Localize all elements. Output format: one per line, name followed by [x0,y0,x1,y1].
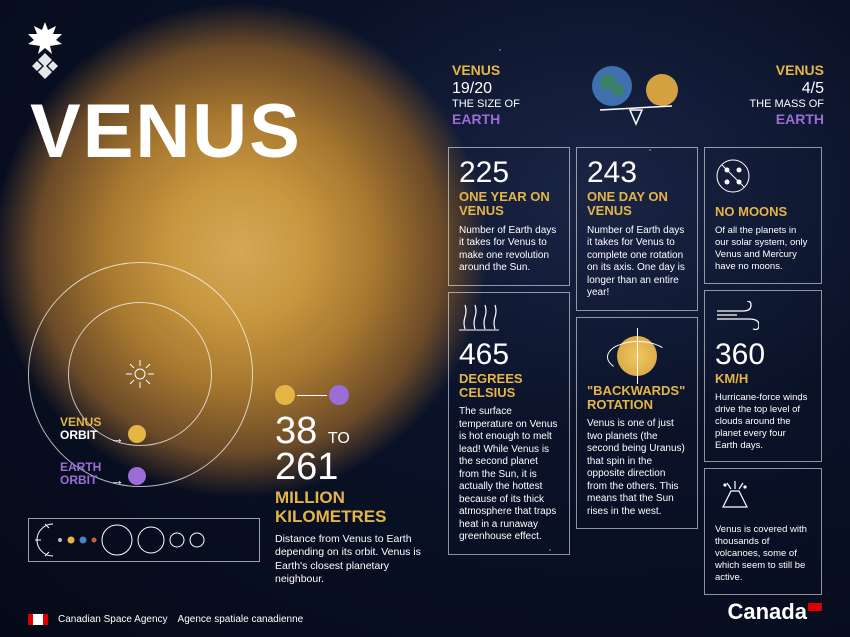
fact-rotation: "BACKWARDS" ROTATION Venus is one of jus… [576,317,698,530]
sun-icon [126,360,154,388]
heat-waves-icon [459,303,499,331]
no-moons-icon [715,158,751,194]
earth-orbit-dot [128,467,146,485]
fact-moons: NO MOONS Of all the planets in our solar… [704,147,822,284]
fact-volcanoes: Venus is covered with thousands of volca… [704,468,822,594]
wind-icon [715,301,759,331]
fact-temperature: 465 DEGREES CELSIUS The surface temperat… [448,292,570,555]
agency-footer: Canadian Space Agency Agence spatiale ca… [28,614,303,625]
distance-stat: 38 TO261 MILLION KILOMETRES Distance fro… [275,385,430,587]
page-title: VENUS [30,88,302,175]
canada-wordmark: Canada [728,599,823,625]
fact-day: 243 ONE DAY ON VENUS Number of Earth day… [576,147,698,311]
balance-scale-icon [520,62,750,132]
fact-wind: 360 KM/H Hurricane-force winds drive the… [704,290,822,463]
facts-grid: 225 ONE YEAR ON VENUS Number of Earth da… [448,147,826,595]
fact-year: 225 ONE YEAR ON VENUS Number of Earth da… [448,147,570,286]
venus-orbit-dot [128,425,146,443]
solar-system-strip [28,518,260,562]
canada-flag-icon [28,614,48,625]
orbit-diagram: VENUSORBIT → EARTHORBIT → [28,262,253,487]
maple-leaf-icon [20,20,70,85]
size-mass-comparison: VENUS 19/20 THE SIZE OF EARTH VENUS 4/5 … [452,62,824,132]
volcano-icon [715,479,755,509]
rotation-icon [617,336,657,376]
